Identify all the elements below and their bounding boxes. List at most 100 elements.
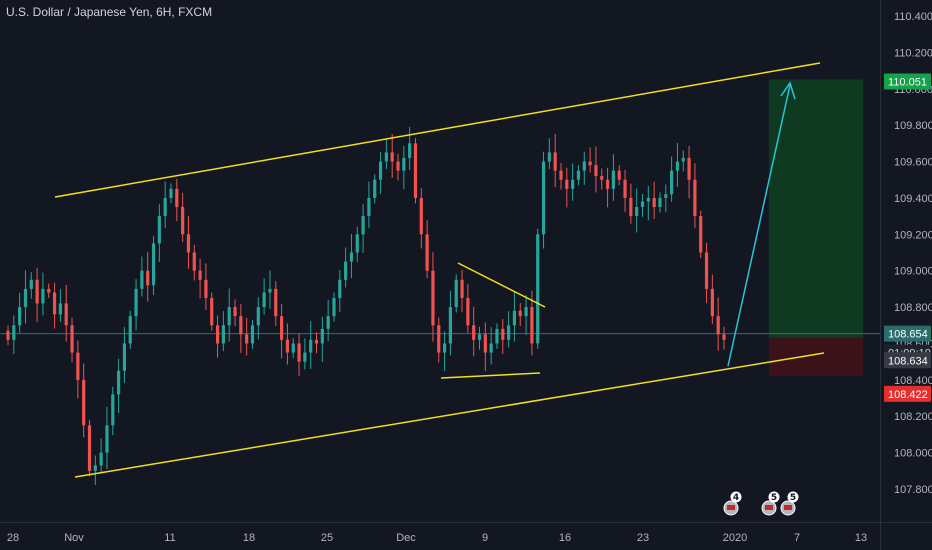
candle-body [582, 161, 586, 171]
candle-body [477, 334, 482, 340]
candle-body [472, 325, 476, 340]
candle [58, 289, 62, 322]
candle-body [169, 188, 173, 198]
time-tick-label: 28 [7, 532, 19, 544]
candle-body [186, 234, 191, 253]
candle [524, 295, 528, 335]
price-tick-label: 109.400 [894, 193, 932, 205]
candle-body [99, 452, 103, 466]
candle [192, 244, 196, 281]
candle-body [460, 279, 464, 298]
candle-body [437, 325, 441, 353]
candle [413, 137, 418, 204]
event-marker[interactable]: 5 [761, 491, 780, 516]
candle-body [140, 270, 144, 289]
candle-body [611, 170, 615, 189]
price-tick-label: 108.400 [894, 375, 932, 387]
candle-body [175, 188, 179, 208]
candle-body [227, 307, 231, 326]
candle [326, 299, 330, 341]
candle [501, 319, 505, 355]
time-tick-label: Dec [396, 532, 416, 544]
price-axis[interactable] [880, 0, 932, 550]
candle-body [670, 170, 674, 195]
candle-body [553, 152, 557, 171]
candle-body [52, 292, 57, 315]
candle-body [93, 465, 97, 471]
candle [6, 325, 10, 346]
candle-body [617, 170, 621, 180]
candle-body [687, 157, 691, 180]
candle-body [565, 179, 569, 189]
candle [303, 338, 307, 370]
price-tick-label: 109.600 [894, 157, 932, 169]
candle-body [547, 152, 551, 162]
candle-body [250, 325, 255, 344]
candle [658, 192, 662, 213]
candle-body [681, 157, 685, 162]
candle [181, 192, 185, 242]
candle [186, 215, 191, 269]
candle-body [274, 288, 278, 317]
candle [408, 126, 412, 170]
flag-stripe [727, 505, 735, 510]
candle-body [384, 152, 388, 162]
candle-body [646, 197, 650, 202]
candle-body [355, 234, 359, 253]
event-marker[interactable]: 4 [723, 491, 742, 516]
candle-body [111, 394, 115, 426]
candle [704, 242, 709, 304]
candle-body [361, 216, 365, 235]
candle [23, 270, 28, 324]
candle [495, 323, 499, 349]
price-tick-label: 109.200 [894, 229, 932, 241]
candle [204, 263, 208, 310]
candle-body [652, 197, 656, 208]
candle-body [47, 288, 51, 293]
price-tick-label: 108.200 [894, 411, 932, 423]
candle [536, 228, 540, 349]
candle-body [594, 165, 598, 177]
candle-body [431, 270, 435, 326]
candle [699, 210, 703, 258]
candle-body [710, 288, 714, 317]
time-tick-label: 25 [321, 532, 333, 544]
candle [623, 169, 627, 213]
economic-events[interactable]: 4 5 5 [723, 491, 799, 516]
candle-body [378, 161, 383, 180]
candle-body [390, 152, 394, 162]
candle [314, 332, 319, 354]
candle-body [344, 261, 348, 280]
candle [87, 419, 92, 477]
candle-body [122, 343, 127, 371]
price-tick-labels: 110.400110.200110.000109.800109.600109.4… [894, 11, 932, 496]
candle [111, 386, 115, 436]
position-zones [0, 79, 880, 376]
event-count-label: 4 [733, 493, 739, 503]
candle-body [518, 310, 522, 317]
candle [332, 292, 336, 322]
candle-body [256, 307, 260, 326]
candle-body [704, 252, 709, 289]
candle [646, 185, 650, 221]
target-zone [769, 79, 863, 339]
candle-body [524, 307, 528, 317]
candle [629, 183, 633, 224]
candle [12, 315, 16, 355]
candle [256, 297, 260, 340]
candle-body [408, 143, 412, 158]
candle [716, 297, 720, 351]
candle [52, 282, 57, 329]
candle-body [571, 179, 575, 189]
candle-body [262, 292, 266, 308]
candle-body [233, 307, 237, 317]
candle-body [23, 288, 28, 308]
lower-channel-line [74, 352, 825, 478]
current-price-tag-bg [884, 325, 931, 342]
event-marker[interactable]: 5 [780, 491, 799, 516]
wedge-upper-line [457, 262, 546, 308]
candle [169, 183, 173, 204]
price-tick-label: 110.200 [894, 47, 932, 59]
candle [448, 290, 453, 356]
